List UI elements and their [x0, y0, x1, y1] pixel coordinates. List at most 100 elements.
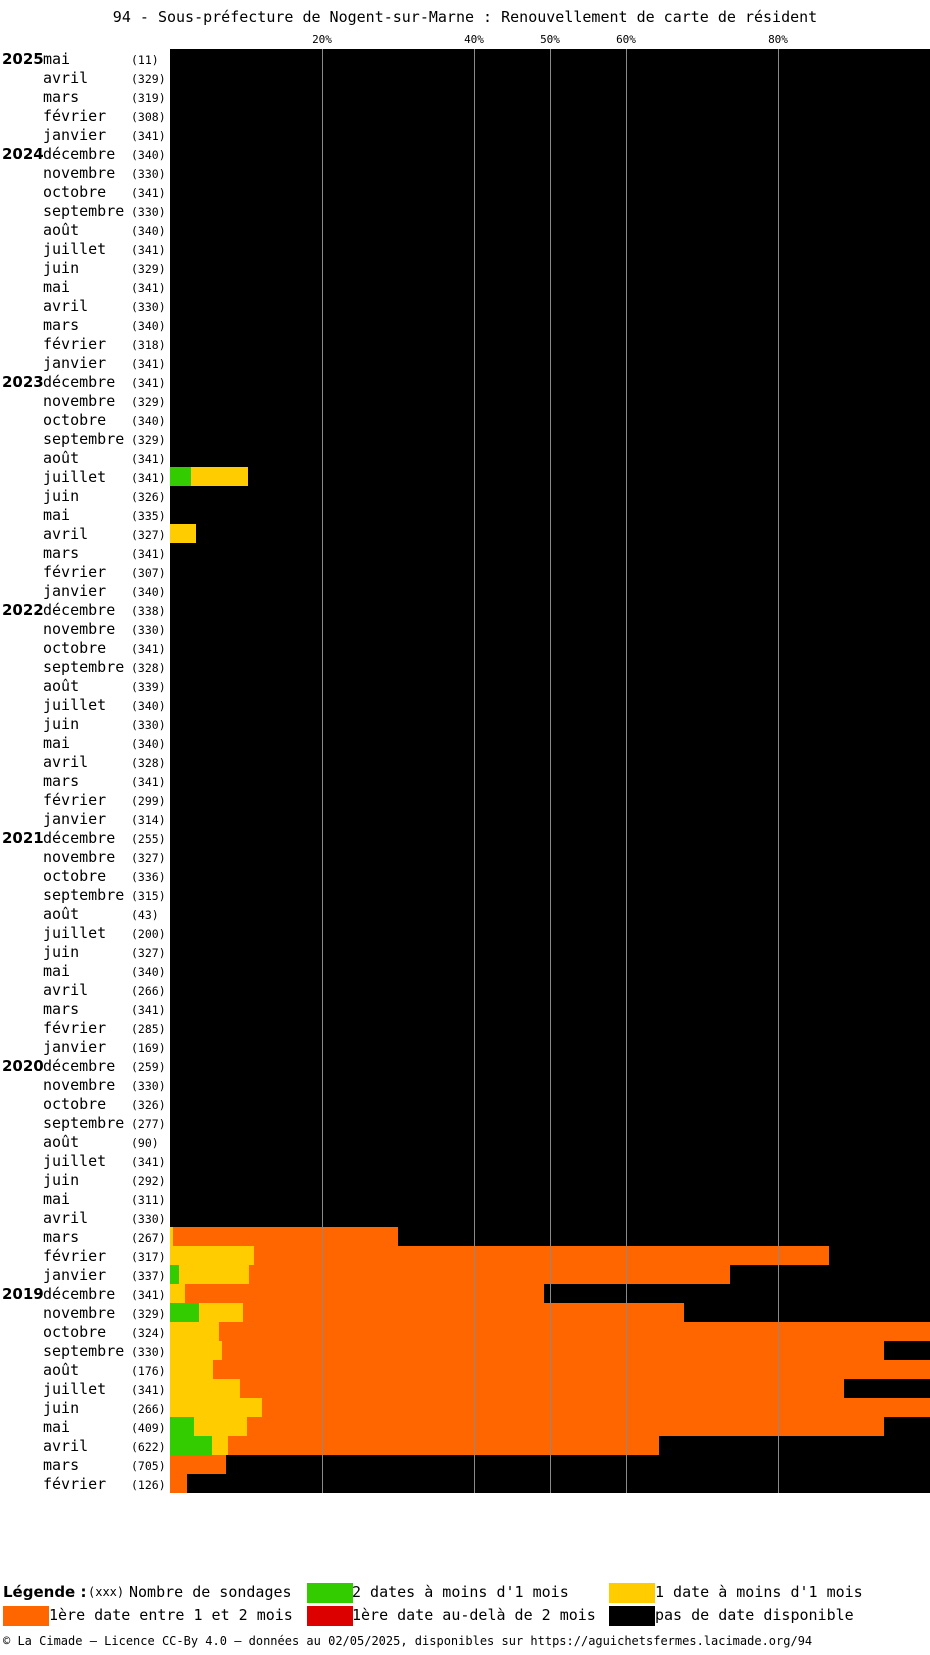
bar-segment-one_date_lt_1m	[170, 1341, 222, 1360]
month-label: juillet	[43, 1152, 107, 1170]
month-label: mai	[43, 1190, 71, 1208]
bar-segment-one_date_lt_1m	[179, 1265, 249, 1284]
count-label: (335)	[131, 509, 166, 523]
month-label: juin	[43, 259, 80, 277]
count-label: (340)	[131, 319, 166, 333]
legend-label-none: pas de date disponible	[655, 1606, 854, 1624]
month-label: novembre	[43, 164, 116, 182]
count-label: (341)	[131, 547, 166, 561]
month-label: juin	[43, 1171, 80, 1189]
x-tick-label: 40%	[464, 33, 484, 46]
month-label: mars	[43, 772, 80, 790]
bar-segment-first_date_1_2m	[170, 1474, 187, 1493]
count-label: (200)	[131, 927, 166, 941]
count-label: (317)	[131, 1250, 166, 1264]
count-label: (255)	[131, 832, 166, 846]
month-label: août	[43, 1133, 80, 1151]
bar-segment-first_date_1_2m	[170, 1455, 226, 1474]
legend-label-first-date-gt-2m: 1ère date au-delà de 2 mois	[352, 1606, 596, 1624]
bar-segment-none	[196, 524, 930, 543]
count-label: (340)	[131, 148, 166, 162]
year-label: 2025	[2, 50, 44, 68]
month-label: octobre	[43, 639, 107, 657]
bar-segment-first_date_1_2m	[173, 1227, 398, 1246]
month-label: octobre	[43, 183, 107, 201]
month-label: août	[43, 905, 80, 923]
count-label: (330)	[131, 1079, 166, 1093]
count-label: (336)	[131, 870, 166, 884]
bar-segment-first_date_1_2m	[213, 1360, 930, 1379]
count-label: (341)	[131, 1003, 166, 1017]
month-label: octobre	[43, 411, 107, 429]
count-label: (329)	[131, 1307, 166, 1321]
month-label: octobre	[43, 867, 107, 885]
x-tick-label: 80%	[768, 33, 788, 46]
bar-segment-one_date_lt_1m	[170, 1227, 173, 1246]
month-label: février	[43, 335, 107, 353]
year-label: 2019	[2, 1285, 44, 1303]
bar-segment-one_date_lt_1m	[194, 1417, 247, 1436]
bar-segment-one_date_lt_1m	[191, 467, 248, 486]
month-label: décembre	[43, 829, 116, 847]
count-label: (318)	[131, 338, 166, 352]
count-label: (340)	[131, 965, 166, 979]
count-label: (266)	[131, 1402, 166, 1416]
count-label: (311)	[131, 1193, 166, 1207]
count-label: (43)	[131, 908, 159, 922]
bar-segment-none	[248, 467, 930, 486]
x-axis-ticks: 20% 40% 50% 60% 80%	[0, 33, 930, 47]
bar-segment-one_date_lt_1m	[170, 1379, 240, 1398]
count-label: (329)	[131, 395, 166, 409]
bar-segment-first_date_1_2m	[243, 1303, 684, 1322]
count-label: (341)	[131, 471, 166, 485]
legend: Légende : (xxx) Nombre de sondages 2 dat…	[0, 1580, 930, 1630]
count-label: (340)	[131, 414, 166, 428]
year-label: 2024	[2, 145, 44, 163]
month-label: janvier	[43, 354, 107, 372]
month-label: septembre	[43, 658, 125, 676]
count-label: (339)	[131, 680, 166, 694]
bar-segment-first_date_1_2m	[262, 1398, 930, 1417]
count-label: (330)	[131, 300, 166, 314]
month-label: juillet	[43, 468, 107, 486]
month-label: avril	[43, 981, 89, 999]
count-label: (307)	[131, 566, 166, 580]
count-label: (341)	[131, 775, 166, 789]
month-label: novembre	[43, 1076, 116, 1094]
bar-segment-one_date_lt_1m	[170, 1246, 254, 1265]
count-label: (328)	[131, 661, 166, 675]
month-label: janvier	[43, 810, 107, 828]
bar-segment-none	[226, 1455, 930, 1474]
count-label: (90)	[131, 1136, 159, 1150]
month-label: février	[43, 791, 107, 809]
bar-segment-one_date_lt_1m	[170, 1284, 185, 1303]
month-label: janvier	[43, 1266, 107, 1284]
bar-segment-none	[684, 1303, 930, 1322]
year-label: 2023	[2, 373, 44, 391]
chart-title: 94 - Sous-préfecture de Nogent-sur-Marne…	[112, 8, 818, 26]
count-label: (308)	[131, 110, 166, 124]
count-label: (341)	[131, 1155, 166, 1169]
month-label: décembre	[43, 1285, 116, 1303]
month-label: juin	[43, 715, 80, 733]
month-label: juin	[43, 943, 80, 961]
month-label: mai	[43, 734, 71, 752]
count-label: (341)	[131, 642, 166, 656]
legend-swatch-one-date	[609, 1583, 655, 1603]
count-label: (330)	[131, 718, 166, 732]
bar-segment-first_date_1_2m	[240, 1379, 844, 1398]
x-tick-label: 60%	[616, 33, 636, 46]
count-label: (315)	[131, 889, 166, 903]
count-label: (299)	[131, 794, 166, 808]
month-label: janvier	[43, 1038, 107, 1056]
year-label: 2020	[2, 1057, 44, 1075]
count-label: (341)	[131, 281, 166, 295]
count-label: (267)	[131, 1231, 166, 1245]
count-label: (341)	[131, 357, 166, 371]
legend-label-two-dates: 2 dates à moins d'1 mois	[352, 1583, 569, 1601]
bar-segment-one_date_lt_1m	[170, 1360, 213, 1379]
footer-credits: © La Cimade — Licence CC-By 4.0 — donnée…	[3, 1634, 813, 1648]
legend-swatch-first-date-gt-2m	[307, 1606, 353, 1626]
month-label: mai	[43, 50, 71, 68]
count-label: (329)	[131, 433, 166, 447]
